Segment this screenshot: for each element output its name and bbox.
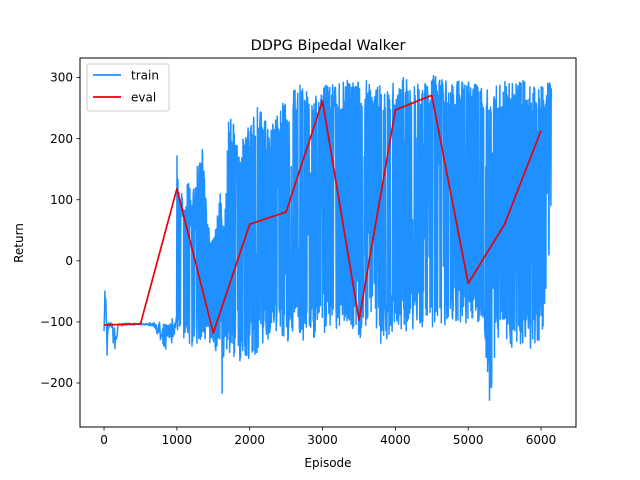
legend-train-label: train: [131, 69, 159, 83]
x-tick-label: 1000: [162, 433, 193, 447]
train-series: [103, 74, 553, 402]
legend-eval-label: eval: [131, 91, 156, 105]
chart-title: DDPG Bipedal Walker: [251, 38, 406, 54]
x-tick-label: 0: [100, 433, 108, 447]
y-tick-label: 300: [50, 71, 73, 85]
x-axis-label: Episode: [304, 456, 351, 470]
y-tick-label: 0: [65, 254, 73, 268]
x-tick-label: 5000: [453, 433, 484, 447]
x-axis: 0 1000 2000 3000 4000 5000 6000: [100, 427, 556, 447]
eval-series: [103, 94, 542, 334]
y-tick-label: −100: [40, 315, 73, 329]
x-tick-label: 6000: [526, 433, 557, 447]
y-tick-label: 100: [50, 193, 73, 207]
x-tick-label: 3000: [307, 433, 338, 447]
eval-series-line: [103, 94, 542, 334]
y-tick-label: 200: [50, 132, 73, 146]
x-tick-label: 2000: [234, 433, 265, 447]
y-axis-label: Return: [12, 223, 26, 263]
train-series-line: [103, 74, 553, 402]
plot-frame: [79, 57, 577, 428]
y-tick-label: −200: [40, 376, 73, 390]
x-tick-label: 4000: [380, 433, 411, 447]
legend: train eval: [86, 63, 170, 112]
y-axis: −200 −100 0 100 200 300: [40, 71, 80, 390]
